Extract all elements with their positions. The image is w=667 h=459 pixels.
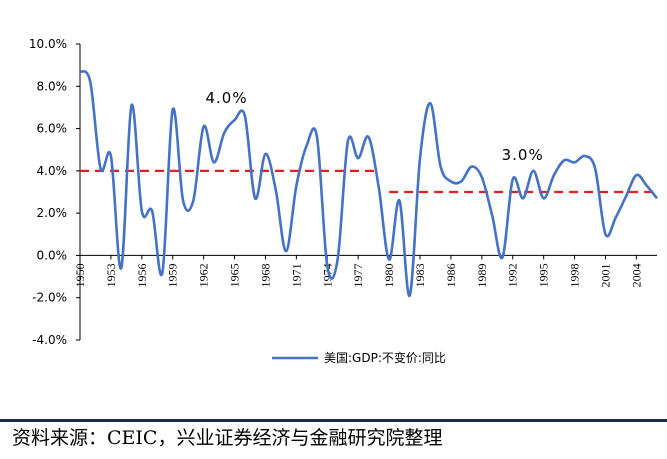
x-axis-tick-labels: 1950 1953 1956 1959 1962 1965 1968 1971 1974 1977…	[73, 255, 643, 287]
x-tick-label: 1962	[197, 263, 211, 287]
y-tick-label: 10.0%	[29, 37, 67, 51]
y-tick-label: 0.0%	[37, 248, 68, 262]
x-tick-label: 1983	[413, 263, 427, 287]
source-note: 资料来源：CEIC，兴业证券经济与金融研究院整理	[12, 427, 443, 449]
x-tick-label: 1974	[320, 263, 334, 287]
y-axis-tick-labels: 10.0% 8.0% 6.0% 4.0% 2.0% 0.0% -2.0% -4.0%	[29, 37, 80, 347]
x-tick-label: 1971	[289, 263, 303, 287]
x-tick-label: 1992	[506, 263, 520, 287]
x-tick-label: 1989	[475, 263, 489, 287]
x-tick-label: 2001	[598, 263, 612, 287]
legend: 美国:GDP:不变价:同比	[272, 350, 446, 365]
y-tick-label: 4.0%	[37, 164, 68, 178]
source-divider	[0, 419, 667, 422]
y-tick-label: 6.0%	[37, 122, 68, 136]
y-tick-label: -4.0%	[32, 333, 67, 347]
x-tick-label: 1956	[135, 263, 149, 287]
x-tick-label: 1953	[104, 263, 118, 287]
x-tick-label: 1959	[166, 263, 180, 287]
x-tick-label: 1986	[444, 263, 458, 287]
series-line	[79, 70, 659, 297]
y-tick-label: 8.0%	[37, 79, 68, 93]
reference-annotation: 3.0%	[502, 146, 544, 164]
reference-lines: 4.0% 3.0%	[80, 89, 657, 194]
x-tick-label: 1977	[351, 263, 365, 287]
reference-annotation: 4.0%	[205, 89, 247, 107]
chart: 10.0% 8.0% 6.0% 4.0% 2.0% 0.0% -2.0% -4.0% 1950…	[29, 37, 659, 365]
y-tick-label: 2.0%	[37, 206, 68, 220]
series-layer	[79, 70, 659, 297]
x-tick-label: 1980	[382, 263, 396, 287]
x-tick-label: 1965	[228, 263, 242, 287]
x-tick-label: 1995	[537, 263, 551, 287]
x-tick-label: 1998	[568, 263, 582, 287]
y-tick-label: -2.0%	[32, 291, 67, 305]
x-tick-label: 1968	[258, 263, 272, 287]
x-tick-label: 2004	[629, 263, 643, 287]
x-tick-label: 1950	[73, 263, 87, 287]
legend-label: 美国:GDP:不变价:同比	[324, 350, 446, 365]
